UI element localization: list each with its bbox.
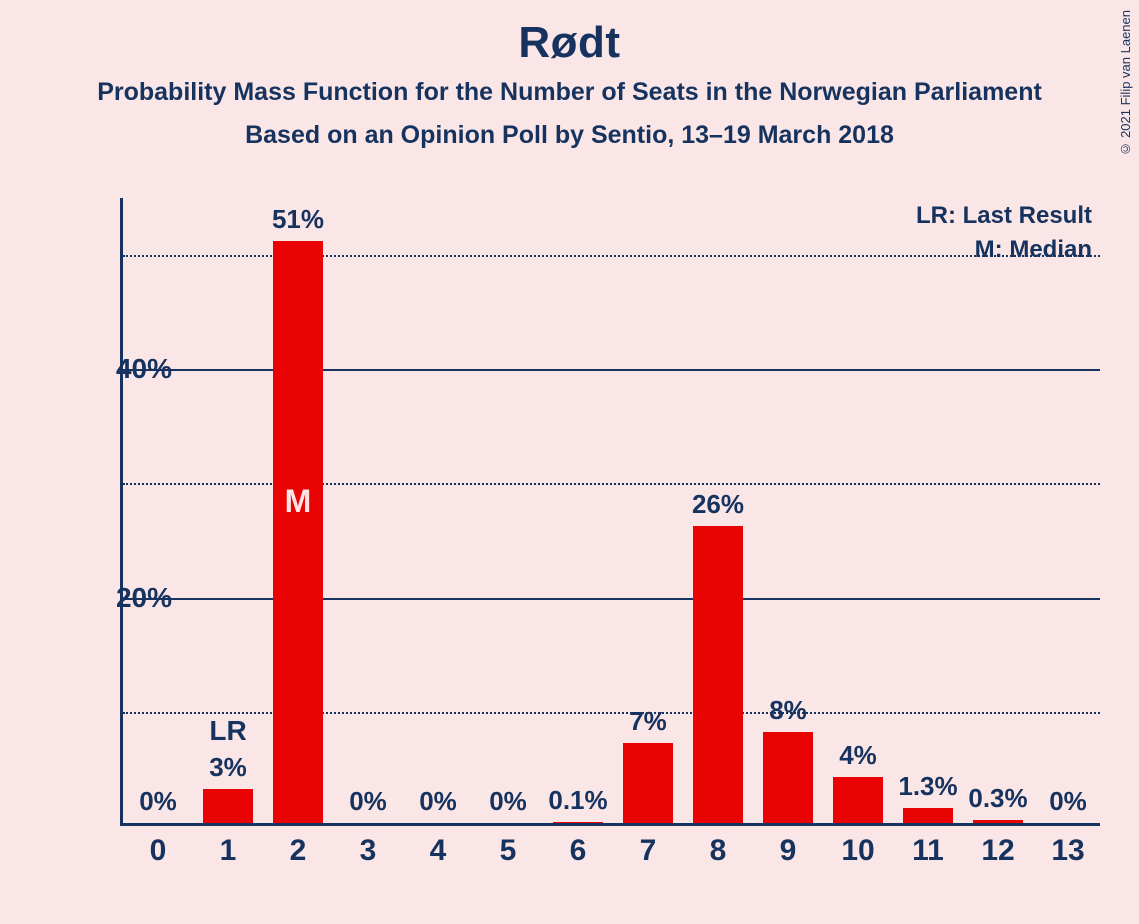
bar-value-label: 7% bbox=[629, 706, 667, 737]
x-axis-tick-label: 9 bbox=[780, 834, 797, 868]
gridline-minor bbox=[123, 255, 1100, 257]
bar bbox=[623, 743, 673, 823]
bar bbox=[973, 820, 1023, 823]
bar bbox=[903, 808, 953, 823]
chart-title: Rødt bbox=[0, 0, 1139, 68]
chart-subtitle-1: Probability Mass Function for the Number… bbox=[0, 78, 1139, 107]
bar-value-label: 8% bbox=[769, 695, 807, 726]
bar-value-label: 26% bbox=[692, 489, 744, 520]
x-axis-tick-label: 1 bbox=[220, 834, 237, 868]
y-axis-tick-label: 40% bbox=[116, 353, 172, 385]
x-axis-tick-label: 2 bbox=[290, 834, 307, 868]
x-axis-tick-label: 0 bbox=[150, 834, 167, 868]
x-axis-tick-label: 4 bbox=[430, 834, 447, 868]
legend-m: M: Median bbox=[975, 236, 1092, 264]
bar-value-label: 0% bbox=[419, 786, 457, 817]
x-axis-tick-label: 12 bbox=[981, 834, 1014, 868]
bar bbox=[553, 822, 603, 823]
median-marker: M bbox=[285, 483, 312, 520]
x-axis-tick-label: 10 bbox=[841, 834, 874, 868]
x-axis-tick-label: 8 bbox=[710, 834, 727, 868]
bar bbox=[763, 732, 813, 823]
bar-value-label: 0.1% bbox=[548, 785, 607, 816]
bar-value-label: 0% bbox=[349, 786, 387, 817]
x-axis-tick-label: 5 bbox=[500, 834, 517, 868]
x-axis-tick-label: 11 bbox=[912, 834, 944, 868]
bar-value-label: 4% bbox=[839, 740, 877, 771]
y-axis-tick-label: 20% bbox=[116, 582, 172, 614]
gridline-major bbox=[123, 369, 1100, 371]
bar-value-label: 1.3% bbox=[898, 771, 957, 802]
bar-value-label: 0% bbox=[1049, 786, 1087, 817]
plot-area: LR: Last Result M: Median 0%03%1LR51%2M0… bbox=[120, 198, 1100, 826]
x-axis-tick-label: 7 bbox=[640, 834, 657, 868]
chart-container: LR: Last Result M: Median 0% 0 3% 1 LR 51% 2 M 0… bbox=[60, 198, 1100, 878]
gridline-minor bbox=[123, 483, 1100, 485]
bar-value-label: 3% bbox=[209, 752, 247, 783]
bar-value-label: 51% bbox=[272, 204, 324, 235]
x-axis-tick-label: 13 bbox=[1051, 834, 1084, 868]
bar bbox=[693, 526, 743, 823]
bar-value-label: 0.3% bbox=[968, 783, 1027, 814]
gridline-minor bbox=[123, 712, 1100, 714]
x-axis-tick-label: 3 bbox=[360, 834, 377, 868]
x-axis-tick-label: 6 bbox=[570, 834, 587, 868]
copyright-text: © 2021 Filip van Laenen bbox=[1118, 10, 1133, 157]
bar bbox=[203, 789, 253, 823]
legend-lr: LR: Last Result bbox=[916, 202, 1092, 230]
bar-value-label: 0% bbox=[489, 786, 527, 817]
bar-value-label: 0% bbox=[139, 786, 177, 817]
last-result-marker: LR bbox=[209, 715, 246, 747]
bar bbox=[273, 241, 323, 823]
chart-subtitle-2: Based on an Opinion Poll by Sentio, 13–1… bbox=[0, 121, 1139, 150]
bar bbox=[833, 777, 883, 823]
gridline-major bbox=[123, 598, 1100, 600]
